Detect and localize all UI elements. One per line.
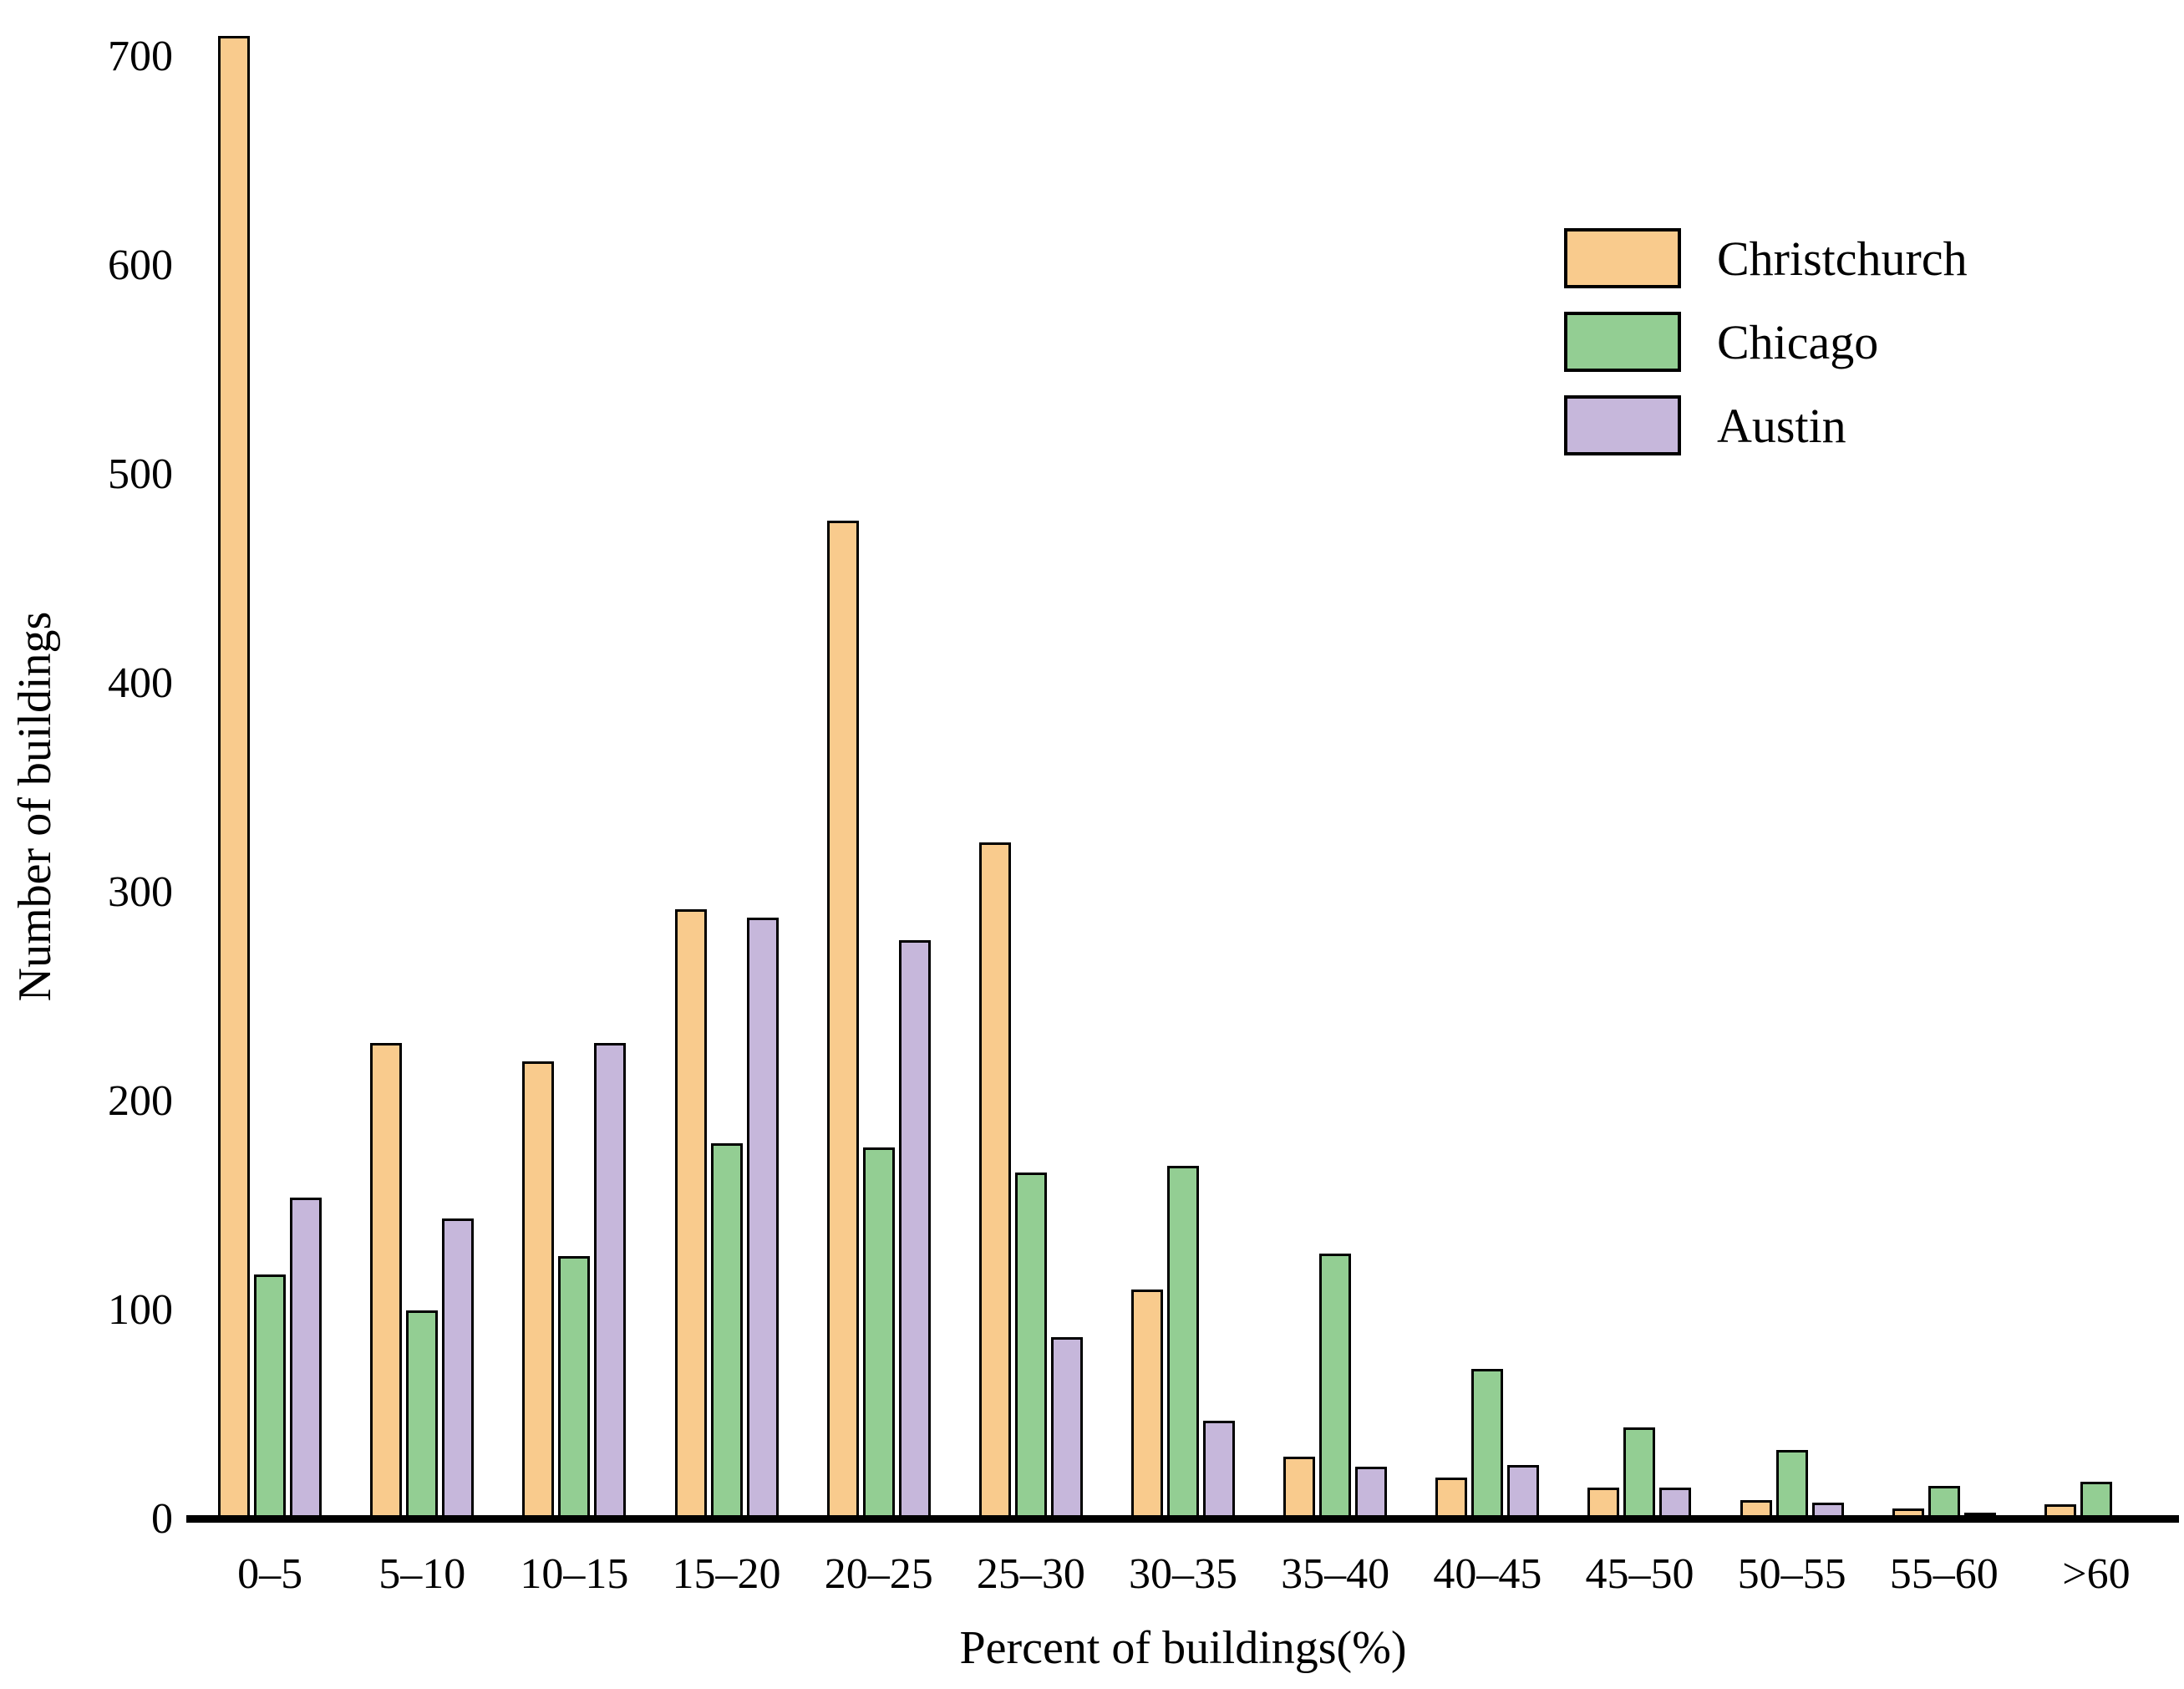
x-tick-row: 0–5 5–10 10–15 15–20 20–25 25–30 30–35 35–40 40–… bbox=[194, 1548, 2172, 1601]
bar-group-10–15 bbox=[498, 0, 650, 1519]
bar-chicago-40–45 bbox=[1471, 1369, 1504, 1519]
plot-area bbox=[194, 0, 2172, 1519]
bar-chicago-55–60 bbox=[1928, 1486, 1960, 1519]
legend-swatch-austin bbox=[1564, 395, 1681, 455]
y-tick-label-700: 700 bbox=[108, 33, 173, 80]
y-tick-label-100: 100 bbox=[108, 1286, 173, 1334]
x-tick-label-5–10: 5–10 bbox=[378, 1550, 466, 1598]
x-tick-label-45–50: 45–50 bbox=[1585, 1550, 1694, 1598]
bar-christchurch-10–15 bbox=[522, 1061, 555, 1519]
bar-group-15–20 bbox=[650, 0, 802, 1519]
bar-group-30–35 bbox=[1107, 0, 1259, 1519]
bar-austin-35–40 bbox=[1355, 1467, 1388, 1519]
bar-austin-10–15 bbox=[594, 1043, 627, 1519]
bar-group-45–50 bbox=[1563, 0, 1715, 1519]
bar-group-50–55 bbox=[1716, 0, 1868, 1519]
bar-christchurch-15–20 bbox=[674, 909, 707, 1519]
bar-austin-30–35 bbox=[1203, 1421, 1236, 1519]
bar-christchurch-50–55 bbox=[1740, 1500, 1772, 1519]
bar-group-55–60 bbox=[1868, 0, 2020, 1519]
legend-label-austin: Austin bbox=[1717, 398, 1846, 453]
bar-austin-5–10 bbox=[442, 1218, 475, 1519]
bar-group->60 bbox=[2020, 0, 2172, 1519]
bar-group-5–10 bbox=[346, 0, 498, 1519]
bar-group-35–40 bbox=[1259, 0, 1411, 1519]
bar-chicago-35–40 bbox=[1319, 1254, 1352, 1519]
legend: Christchurch Chicago Austin bbox=[1564, 228, 1968, 455]
bar-chicago-25–30 bbox=[1014, 1173, 1047, 1519]
legend-item-chicago: Chicago bbox=[1564, 312, 1968, 372]
bar-christchurch-45–50 bbox=[1587, 1488, 1620, 1519]
bar-chicago-45–50 bbox=[1623, 1427, 1656, 1519]
y-tick-label-600: 600 bbox=[108, 242, 173, 289]
bar-chicago-5–10 bbox=[406, 1310, 439, 1519]
bar-christchurch-5–10 bbox=[370, 1043, 403, 1519]
y-tick-label-500: 500 bbox=[108, 450, 173, 498]
x-tick-label-15–20: 15–20 bbox=[672, 1550, 781, 1598]
bar-christchurch-35–40 bbox=[1283, 1457, 1316, 1519]
bar-christchurch-25–30 bbox=[978, 842, 1011, 1519]
x-tick-label-30–35: 30–35 bbox=[1129, 1550, 1238, 1598]
bar-chicago-20–25 bbox=[862, 1147, 895, 1519]
bar-chicago-10–15 bbox=[558, 1256, 591, 1519]
y-tick-label-300: 300 bbox=[108, 868, 173, 916]
y-tick-label-200: 200 bbox=[108, 1077, 173, 1125]
x-tick-label-35–40: 35–40 bbox=[1281, 1550, 1390, 1598]
bar-group-20–25 bbox=[803, 0, 955, 1519]
x-tick-label-25–30: 25–30 bbox=[976, 1550, 1085, 1598]
bar-austin-0–5 bbox=[290, 1198, 323, 1519]
bar-group-40–45 bbox=[1411, 0, 1563, 1519]
bar-austin-45–50 bbox=[1659, 1488, 1692, 1519]
legend-item-christchurch: Christchurch bbox=[1564, 228, 1968, 288]
bar-austin-25–30 bbox=[1050, 1337, 1083, 1519]
bar-christchurch-0–5 bbox=[218, 36, 251, 1519]
bar-christchurch-20–25 bbox=[826, 521, 859, 1519]
x-tick-label-10–15: 10–15 bbox=[520, 1550, 629, 1598]
x-tick-label-0–5: 0–5 bbox=[237, 1550, 303, 1598]
y-tick-label-400: 400 bbox=[108, 659, 173, 707]
bar-chicago-30–35 bbox=[1167, 1166, 1200, 1519]
bar-austin-15–20 bbox=[746, 918, 779, 1519]
x-tick-label-50–55: 50–55 bbox=[1737, 1550, 1846, 1598]
x-axis-title: Percent of buildings(%) bbox=[959, 1622, 1407, 1674]
legend-label-christchurch: Christchurch bbox=[1717, 231, 1968, 286]
bar-christchurch-30–35 bbox=[1131, 1290, 1164, 1519]
legend-swatch-christchurch bbox=[1564, 228, 1681, 288]
bar-chicago-50–55 bbox=[1775, 1450, 1808, 1519]
legend-label-chicago: Chicago bbox=[1717, 314, 1879, 369]
x-axis-line bbox=[186, 1515, 2179, 1523]
bar-group-25–30 bbox=[955, 0, 1107, 1519]
bar-chicago-15–20 bbox=[710, 1143, 743, 1519]
bar-chicago->60 bbox=[2080, 1482, 2112, 1519]
y-tick-label-0: 0 bbox=[151, 1495, 173, 1543]
bar-austin-20–25 bbox=[898, 940, 931, 1519]
bar-christchurch-40–45 bbox=[1435, 1478, 1468, 1519]
x-tick-label-55–60: 55–60 bbox=[1889, 1550, 1999, 1598]
bar-group-0–5 bbox=[194, 0, 346, 1519]
x-tick-label-20–25: 20–25 bbox=[824, 1550, 933, 1598]
x-tick-label-40–45: 40–45 bbox=[1433, 1550, 1542, 1598]
legend-item-austin: Austin bbox=[1564, 395, 1968, 455]
bar-austin-40–45 bbox=[1507, 1465, 1540, 1519]
bar-chicago-0–5 bbox=[254, 1274, 287, 1519]
legend-swatch-chicago bbox=[1564, 312, 1681, 372]
x-tick-label->60: >60 bbox=[2062, 1550, 2131, 1598]
